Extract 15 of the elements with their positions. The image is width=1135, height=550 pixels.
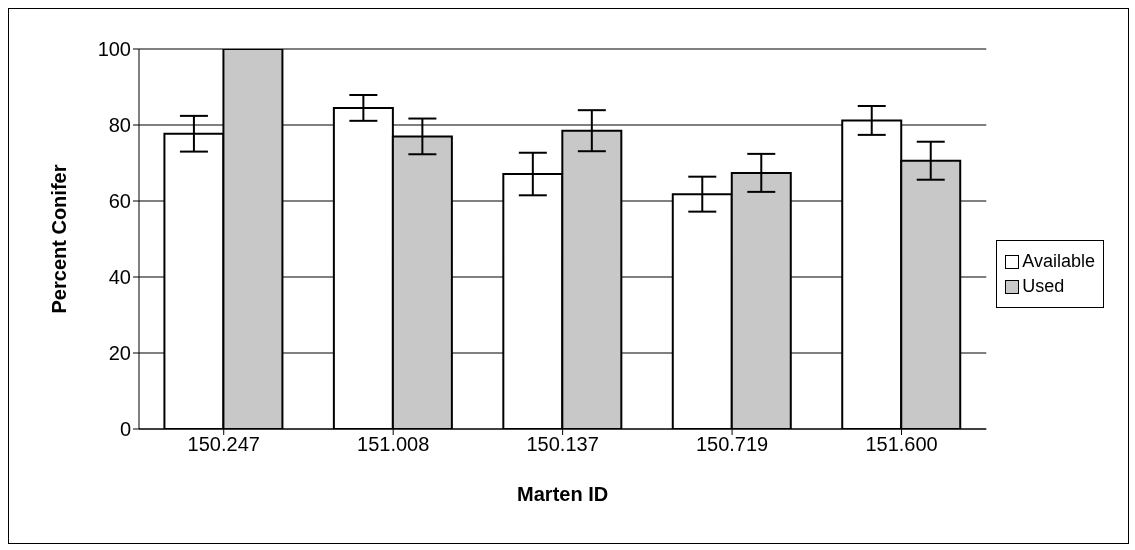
x-tick-label: 150.137 [526, 433, 599, 456]
y-tick-label: 100 [97, 38, 131, 61]
y-tick-label: 40 [108, 266, 131, 289]
x-tick-label: 151.600 [865, 433, 938, 456]
x-axis-title: Marten ID [517, 483, 609, 505]
legend-label: Used [1022, 276, 1065, 297]
y-axis-title: Percent Conifer [48, 164, 71, 314]
y-tick-label: 60 [108, 190, 131, 213]
y-tick-label: 20 [108, 342, 131, 365]
y-tick-label: 0 [119, 418, 131, 441]
y-tick-label: 80 [108, 114, 131, 137]
x-tick-label: 151.008 [357, 433, 430, 456]
legend-label: Available [1022, 251, 1095, 272]
x-tick-label: 150.247 [187, 433, 260, 456]
x-tick-label: 150.719 [695, 433, 769, 456]
